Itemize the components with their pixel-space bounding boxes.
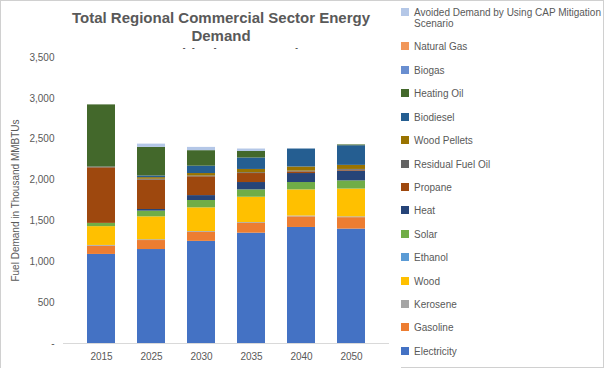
svg-text:2035: 2035	[240, 351, 263, 362]
html-text:Residual Fuel Oil: Residual Fuel Oil	[414, 158, 491, 170]
html-text:Wood: Wood	[414, 275, 440, 287]
html-text:Biogas: Biogas	[414, 64, 445, 76]
html-text:Avoided Demand by Using CAP Mi: Avoided Demand by Using CAP Mitigation S…	[414, 7, 601, 29]
html-text:Total Regional Commercial Sect: Total Regional Commercial Sector Energy …	[71, 9, 371, 44]
svg-text:2,000: 2,000	[29, 174, 54, 185]
html-text:Gasoline: Gasoline	[414, 322, 454, 334]
html-text:CAP Mitigaiton Scenario: CAP Mitigaiton Scenario	[134, 45, 308, 62]
svg-text:2015: 2015	[90, 351, 113, 362]
html-text:Propane: Propane	[414, 182, 452, 193]
svg-text:1,500: 1,500	[29, 215, 54, 226]
html-text:Wood Pellets: Wood Pellets	[414, 135, 473, 147]
svg-text:500: 500	[38, 297, 55, 308]
html-text:Heat: Heat	[414, 205, 436, 217]
svg-text:-: -	[51, 338, 54, 349]
svg-text:1,000: 1,000	[29, 256, 54, 267]
html-text:Ethanol: Ethanol	[414, 252, 448, 264]
svg-text:2030: 2030	[190, 351, 213, 362]
html-text:Kerosene: Kerosene	[414, 299, 457, 311]
html-text:Biodiesel: Biodiesel	[414, 111, 455, 123]
svg-text:3,000: 3,000	[29, 93, 54, 104]
html-text:Solar: Solar	[414, 228, 438, 240]
html-text:Electricity: Electricity	[414, 345, 457, 357]
html-text:Natural Gas: Natural Gas	[414, 41, 468, 53]
svg-text:2040: 2040	[290, 351, 313, 362]
svg-text:2050: 2050	[340, 351, 363, 362]
svg-text:3,500: 3,500	[29, 52, 54, 63]
svg-text:2025: 2025	[140, 351, 163, 362]
html-text:Heating Oil: Heating Oil	[414, 88, 464, 100]
svg-text:2,500: 2,500	[29, 133, 54, 144]
svg-text:Fuel Demand in Thousand MMBTUs: Fuel Demand in Thousand MMBTUs	[10, 119, 21, 281]
